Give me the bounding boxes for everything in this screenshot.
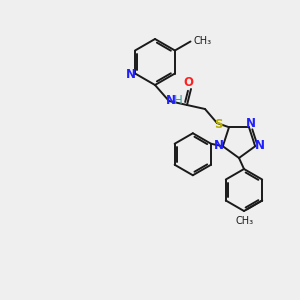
- Text: S: S: [214, 118, 222, 130]
- Text: O: O: [183, 76, 193, 88]
- Text: N: N: [166, 94, 176, 106]
- Text: N: N: [255, 139, 265, 152]
- Text: CH₃: CH₃: [194, 35, 211, 46]
- Text: CH₃: CH₃: [236, 215, 254, 226]
- Text: N: N: [246, 117, 256, 130]
- Text: H: H: [174, 94, 182, 106]
- Text: N: N: [126, 68, 136, 81]
- Text: N: N: [214, 139, 224, 152]
